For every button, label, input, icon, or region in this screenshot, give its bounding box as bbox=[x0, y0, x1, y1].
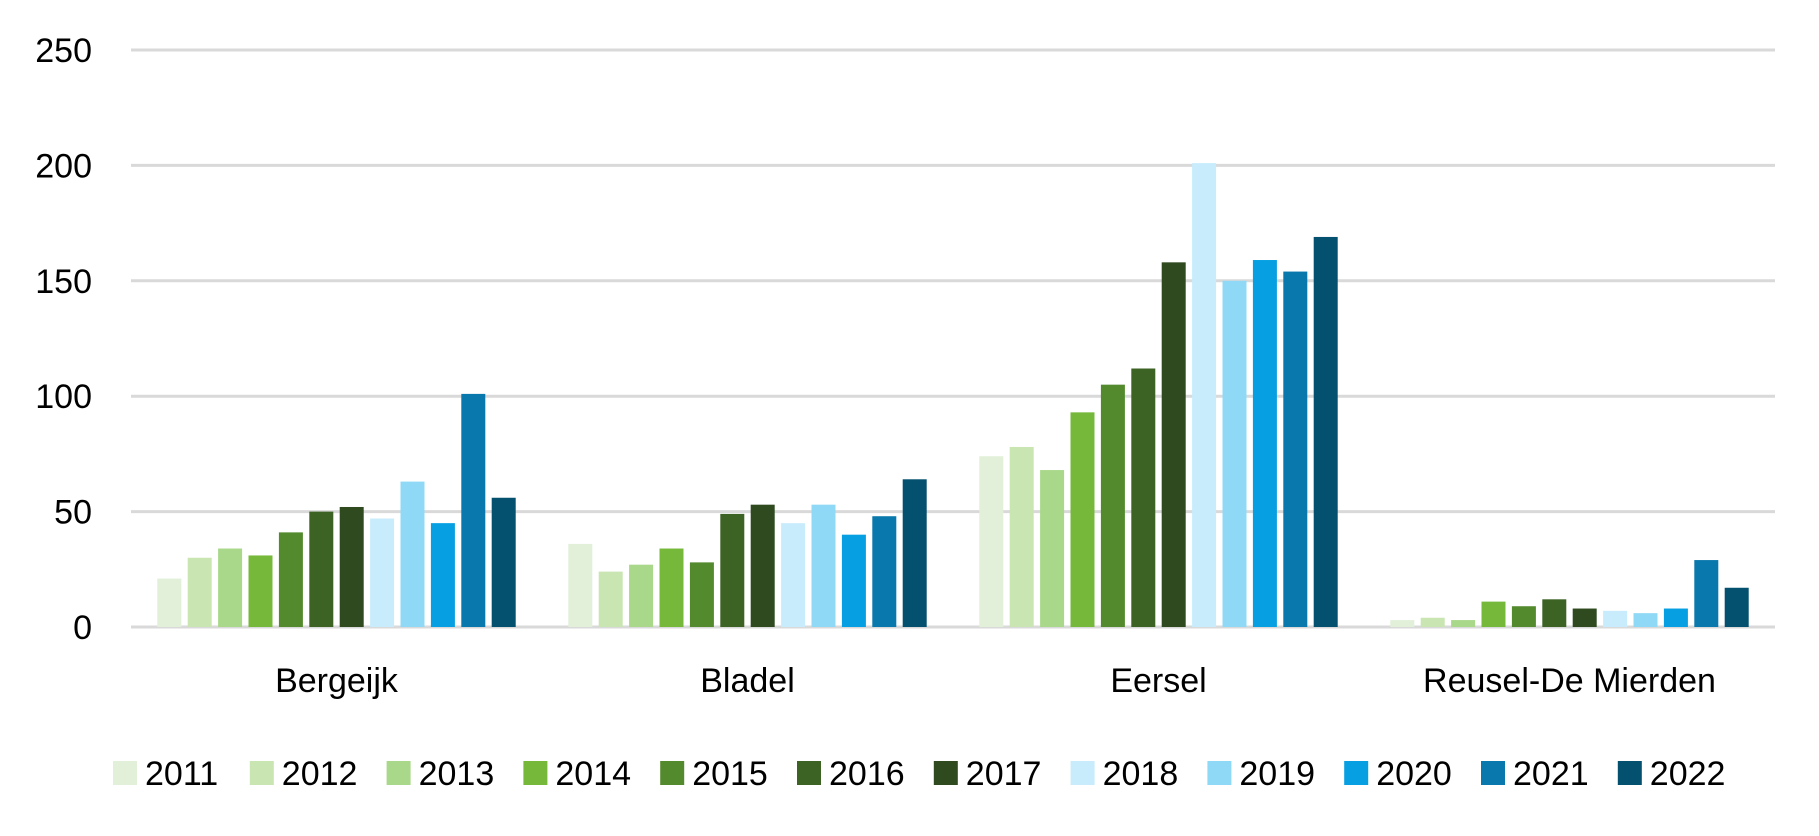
bar-2018-reusel-de-mierden bbox=[1603, 610, 1628, 627]
bar-2011-eersel bbox=[979, 456, 1004, 627]
bar-2017-bergeijk bbox=[339, 506, 364, 627]
y-tick-label: 250 bbox=[35, 32, 92, 70]
legend-swatch-2018 bbox=[1070, 761, 1095, 785]
bar-2018-bladel bbox=[781, 523, 806, 627]
y-tick-label: 0 bbox=[73, 609, 92, 647]
y-tick-label: 150 bbox=[35, 263, 92, 301]
x-category-label: Bergeijk bbox=[275, 662, 399, 700]
x-axis-category-labels: Bergeijk Bladel Eersel Reusel-De Mierden bbox=[275, 662, 1716, 700]
bar-2014-reusel-de-mierden bbox=[1481, 601, 1506, 627]
bar-2022-eersel bbox=[1313, 236, 1338, 627]
legend: 2011 2012 2013 2014 2015 2016 2017 2018 2019 2020… bbox=[113, 755, 1725, 793]
legend-swatch-2012 bbox=[249, 761, 274, 785]
x-category-label: Eersel bbox=[1110, 662, 1206, 700]
y-axis-tick-labels: 0 50 100 150 200 250 bbox=[35, 32, 92, 647]
bar-2014-bergeijk bbox=[248, 555, 273, 627]
bar-2011-bladel bbox=[568, 543, 593, 627]
bar-2015-reusel-de-mierden bbox=[1511, 606, 1536, 627]
x-category-label: Reusel-De Mierden bbox=[1423, 662, 1716, 700]
bar-2012-eersel bbox=[1009, 446, 1034, 627]
bar-2021-bergeijk bbox=[461, 393, 486, 627]
bar-2013-reusel-de-mierden bbox=[1451, 620, 1476, 627]
legend-label-2014: 2014 bbox=[555, 755, 631, 793]
legend-swatch-2015 bbox=[660, 761, 685, 785]
bar-2014-eersel bbox=[1070, 412, 1095, 627]
bar-2016-bladel bbox=[720, 513, 745, 627]
legend-swatch-2013 bbox=[386, 761, 411, 785]
bars bbox=[157, 163, 1749, 628]
bar-2019-reusel-de-mierden bbox=[1633, 613, 1658, 627]
bar-2013-bergeijk bbox=[218, 548, 243, 627]
legend-label-2011: 2011 bbox=[145, 755, 218, 793]
legend-label-2016: 2016 bbox=[829, 755, 905, 793]
bar-2022-bladel bbox=[902, 479, 927, 627]
bar-2016-reusel-de-mierden bbox=[1542, 599, 1567, 627]
bar-2011-bergeijk bbox=[157, 578, 182, 627]
bar-2022-reusel-de-mierden bbox=[1724, 587, 1749, 627]
bar-2011-reusel-de-mierden bbox=[1390, 620, 1415, 627]
legend-swatch-2021 bbox=[1481, 761, 1505, 785]
y-tick-label: 100 bbox=[35, 378, 92, 416]
legend-swatch-2020 bbox=[1344, 761, 1369, 785]
legend-swatch-2019 bbox=[1207, 761, 1232, 785]
bar-2019-bergeijk bbox=[400, 481, 425, 627]
bar-2021-bladel bbox=[872, 516, 897, 627]
legend-label-2020: 2020 bbox=[1376, 755, 1452, 793]
bar-2012-bergeijk bbox=[187, 557, 212, 627]
legend-swatch-2016 bbox=[797, 761, 821, 785]
legend-label-2021: 2021 bbox=[1513, 755, 1589, 793]
legend-label-2022: 2022 bbox=[1650, 755, 1726, 793]
legend-label-2015: 2015 bbox=[692, 755, 768, 793]
bar-2018-eersel bbox=[1192, 163, 1217, 628]
y-tick-label: 200 bbox=[35, 147, 92, 185]
x-category-label: Bladel bbox=[700, 662, 795, 700]
bar-2012-reusel-de-mierden bbox=[1420, 617, 1445, 627]
bar-2020-bladel bbox=[841, 534, 866, 627]
legend-label-2012: 2012 bbox=[282, 755, 358, 793]
bar-2015-eersel bbox=[1100, 384, 1125, 627]
bar-2018-bergeijk bbox=[370, 518, 395, 627]
bar-2021-reusel-de-mierden bbox=[1694, 560, 1719, 627]
bar-2014-bladel bbox=[659, 548, 684, 627]
bar-2013-bladel bbox=[629, 564, 654, 627]
legend-label-2013: 2013 bbox=[419, 755, 495, 793]
legend-label-2018: 2018 bbox=[1103, 755, 1179, 793]
legend-label-2017: 2017 bbox=[966, 755, 1042, 793]
legend-swatch-2022 bbox=[1617, 761, 1642, 785]
bar-2013-eersel bbox=[1040, 470, 1065, 627]
bar-2016-eersel bbox=[1131, 368, 1156, 627]
bar-2015-bergeijk bbox=[278, 532, 303, 627]
legend-label-2019: 2019 bbox=[1239, 755, 1315, 793]
bar-2019-bladel bbox=[811, 504, 836, 627]
bar-2017-bladel bbox=[750, 504, 775, 627]
bar-2012-bladel bbox=[598, 571, 623, 627]
bar-2022-bergeijk bbox=[491, 497, 516, 627]
bar-2020-bergeijk bbox=[430, 523, 455, 627]
legend-swatch-2011 bbox=[113, 761, 137, 785]
bar-2017-reusel-de-mierden bbox=[1572, 608, 1597, 627]
bar-2021-eersel bbox=[1283, 271, 1308, 627]
y-tick-label: 50 bbox=[54, 494, 92, 532]
bar-2020-eersel bbox=[1252, 260, 1277, 627]
bar-2020-reusel-de-mierden bbox=[1663, 608, 1688, 627]
bar-2015-bladel bbox=[689, 562, 714, 627]
legend-swatch-2017 bbox=[933, 761, 958, 785]
bar-2019-eersel bbox=[1222, 280, 1247, 627]
legend-swatch-2014 bbox=[523, 761, 548, 785]
bar-2016-bergeijk bbox=[309, 511, 334, 627]
bar-2017-eersel bbox=[1161, 262, 1186, 627]
